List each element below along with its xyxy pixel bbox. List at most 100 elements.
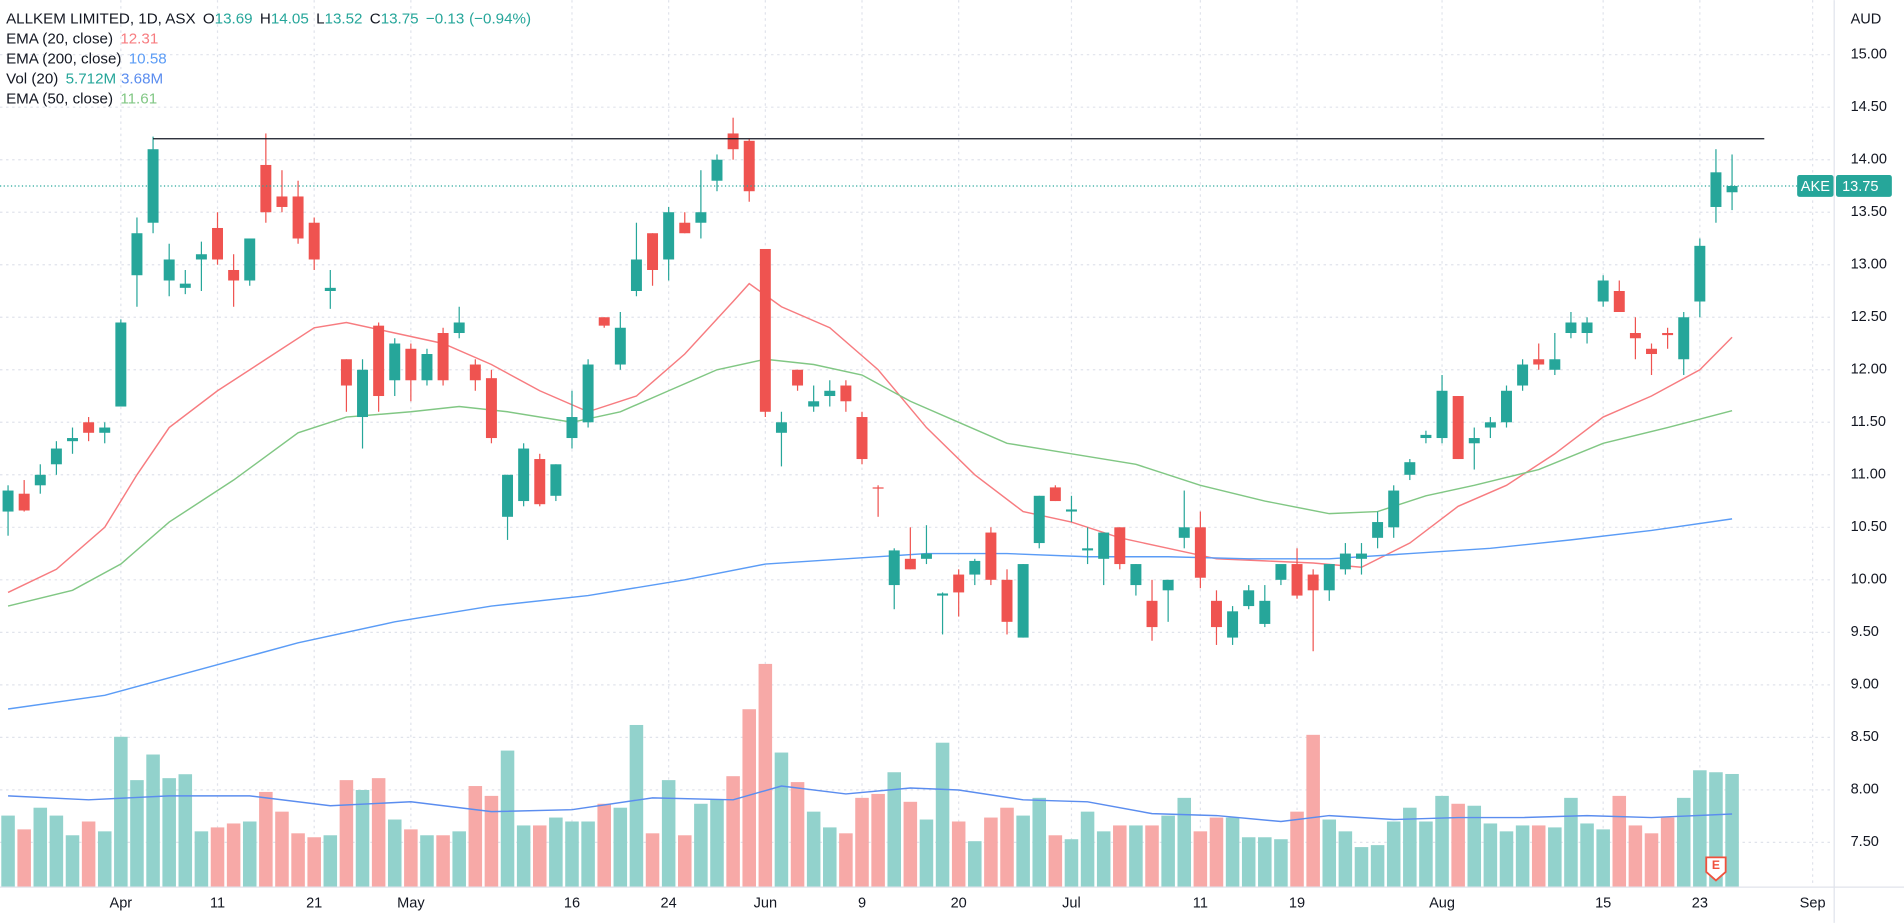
candle-body [888, 550, 900, 586]
candle-body [985, 532, 997, 580]
volume-bar [307, 837, 321, 887]
candle-body [83, 422, 95, 433]
volume-bar [436, 835, 450, 887]
volume-bar [291, 833, 305, 887]
candle-body [1613, 290, 1625, 313]
candle-body [1194, 527, 1206, 578]
candle-body [1323, 564, 1335, 591]
volume-bar [806, 811, 821, 887]
candle-body [1420, 434, 1432, 439]
y-tick-label: 11.50 [1851, 414, 1886, 430]
volume-bar [130, 780, 144, 887]
volume-bar [1612, 795, 1627, 887]
candle-body [1275, 564, 1287, 580]
legend-text: 14.05 [271, 11, 309, 28]
volume-bar [1322, 819, 1337, 887]
legend-row: EMA (200, close) 10.58 [6, 51, 167, 68]
candle-body [244, 238, 256, 281]
volume-bar [484, 795, 499, 887]
volume-ma-line [8, 785, 1733, 823]
legend-text: EMA (50, close) [6, 91, 113, 108]
candle-body [1452, 396, 1464, 460]
volume-bar [661, 780, 676, 887]
volume-bar [984, 817, 998, 887]
volume-bar [629, 724, 644, 887]
legend-text: C [370, 11, 381, 28]
x-tick-label: 20 [951, 895, 967, 911]
candle-body [518, 448, 530, 502]
candle-body [808, 401, 820, 407]
y-tick-label: 7.50 [1851, 834, 1879, 850]
volume-bar [65, 835, 80, 887]
candle-body [856, 417, 868, 460]
candle-body [131, 233, 143, 276]
x-tick-label: Jul [1062, 895, 1081, 911]
candle-body [534, 459, 546, 505]
y-tick-label: 10.50 [1851, 519, 1887, 535]
candle-body [1404, 462, 1416, 475]
legend-text: H [260, 11, 271, 28]
candle-body [1339, 553, 1351, 570]
volume-bar [1548, 827, 1562, 887]
candle-body [1307, 574, 1319, 591]
volume-bar [1435, 795, 1449, 887]
volume-bar [1080, 811, 1095, 887]
volume-bar [1370, 845, 1385, 887]
volume-bar [404, 829, 418, 887]
legend-text: EMA (20, close) [6, 31, 113, 48]
candle-body [179, 283, 191, 288]
y-tick-label: 9.50 [1851, 624, 1879, 640]
volume-bar [210, 827, 225, 887]
candle-body [437, 333, 449, 381]
candle-body [1033, 495, 1045, 544]
candle-body [840, 385, 852, 402]
candle-body [695, 212, 707, 223]
volume-bar [1354, 847, 1369, 887]
y-tick-label: 13.50 [1851, 204, 1887, 220]
legend-row: EMA (20, close) 12.31 [6, 31, 158, 48]
legend-text: (−0.94%) [469, 11, 531, 28]
volume-bar [1177, 797, 1192, 887]
legend-row: ALLKEM LIMITED, 1D, ASX O13.69 H14.05 L13.5… [6, 11, 531, 28]
candle-body [1130, 564, 1142, 586]
candle-body [1678, 317, 1690, 360]
candle-body [920, 553, 932, 559]
candle-body [679, 222, 691, 234]
volume-bar [259, 791, 273, 887]
y-tick-label: 15.00 [1851, 47, 1887, 63]
candle-body [453, 322, 465, 334]
volume-bar [1515, 825, 1530, 887]
volume-bar [500, 750, 515, 887]
legend-text: EMA (200, close) [6, 51, 121, 68]
legend-text: 11.61 [120, 91, 157, 108]
volume-bar [468, 786, 483, 887]
x-tick-label: May [397, 895, 425, 911]
candle-body [1694, 245, 1706, 302]
volume-bar [114, 736, 128, 887]
candle-body [711, 159, 723, 181]
candle-body [260, 164, 272, 213]
y-tick-label: 8.50 [1851, 729, 1879, 745]
candle-body [598, 317, 610, 326]
volume-bar [1386, 821, 1401, 887]
x-tick-label: 9 [858, 895, 866, 911]
volume-bar [1531, 825, 1546, 887]
candle-body [1146, 600, 1158, 628]
candle-body [502, 474, 514, 517]
candle-body [1549, 359, 1561, 370]
x-tick-label: Jun [754, 895, 777, 911]
volume-bar [839, 833, 853, 887]
volume-bar [1419, 821, 1433, 887]
y-tick-label: 9.00 [1851, 677, 1879, 693]
candle-body [1082, 548, 1094, 551]
x-tick-label: 21 [306, 895, 322, 911]
symbol-tag-label: AKE [1801, 179, 1830, 195]
x-tick-label: Aug [1429, 895, 1455, 911]
candle-body [824, 390, 836, 397]
x-tick-label: 11 [210, 895, 225, 911]
candle-body [1243, 590, 1255, 607]
candle-body [34, 474, 46, 486]
candle-body [647, 233, 659, 270]
volume-bar [1, 815, 15, 887]
